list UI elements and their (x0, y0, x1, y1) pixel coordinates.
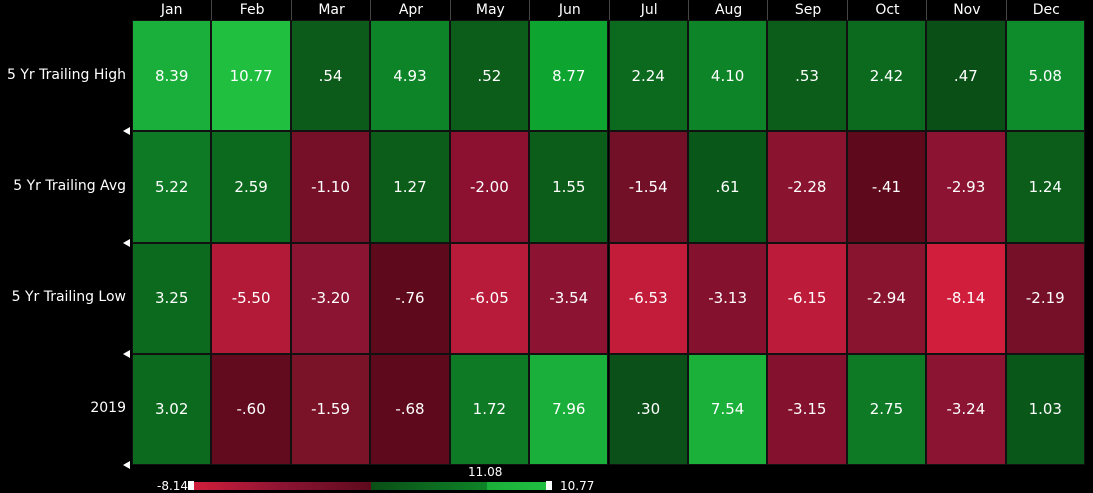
heatmap-cell: 2.75 (846, 353, 927, 465)
heatmap-cell: 7.54 (687, 353, 768, 465)
month-label-jul: Jul (608, 0, 689, 20)
month-label-sep: Sep (767, 0, 847, 20)
row-label: 5 Yr Trailing Avg (13, 177, 126, 194)
heatmap-cell: -1.59 (290, 353, 371, 465)
heatmap-cell: -3.54 (529, 242, 609, 354)
row-label: 5 Yr Trailing High (7, 66, 126, 83)
month-label-aug: Aug (687, 0, 768, 20)
row-tick-marker (123, 461, 130, 469)
month-label-jan: Jan (160, 2, 183, 18)
heatmap-cell: 3.02 (132, 353, 212, 465)
heatmap-cell: .61 (687, 131, 768, 243)
heatmap-cell: 3.25 (132, 242, 212, 354)
heatmap-cell: -.60 (211, 353, 291, 465)
heatmap-cell: -6.15 (767, 242, 847, 354)
heatmap-cell: .53 (767, 20, 847, 132)
heatmap-cell: 1.27 (370, 131, 450, 243)
heatmap-cell: 8.77 (529, 20, 609, 132)
color-legend: -8.14 11.08 10.77 (0, 465, 1093, 493)
month-label-jun: Jun (529, 0, 609, 20)
heatmap-cell: .54 (290, 20, 371, 132)
heatmap-grid: 8.39 10.77.54 4.93.52 8.77 2.24 4.10.53 2.42.4… (132, 20, 1085, 465)
heatmap-cell: -1.54 (608, 131, 688, 243)
heatmap-cell: -3.15 (767, 353, 847, 465)
heatmap-cell: 2.59 (211, 131, 291, 243)
heatmap-cell: -3.20 (290, 242, 371, 354)
heatmap-cell: -2.00 (449, 131, 530, 243)
month-header: Jan Feb Mar Apr May Jun Jul Aug Sep Oct Nov Dec (132, 0, 1085, 20)
heatmap-cell: 5.08 (1005, 20, 1085, 132)
heatmap-cell: -8.14 (926, 242, 1006, 354)
legend-high-bar (487, 482, 546, 490)
legend-range-label: 11.08 (468, 465, 503, 479)
heatmap-cell: -6.53 (608, 242, 688, 354)
row-label: 2019 (90, 400, 126, 417)
heatmap-cell: 1.55 (529, 131, 609, 243)
month-label-dec: Dec (1005, 0, 1086, 20)
heatmap-cell: -2.93 (926, 131, 1006, 243)
heatmap-cell: 1.24 (1005, 131, 1085, 243)
month-label-feb: Feb (211, 0, 291, 20)
month-label-apr: Apr (370, 0, 450, 20)
heatmap-cell: .52 (449, 20, 530, 132)
heatmap-cell: -2.94 (846, 242, 927, 354)
month-label-may: May (449, 0, 530, 20)
heatmap-cell: 10.77 (211, 20, 291, 132)
heatmap-cell: -6.05 (449, 242, 530, 354)
heatmap-cell: 7.96 (529, 353, 609, 465)
legend-min-label: -8.14 (157, 479, 189, 493)
heatmap-cell: 1.03 (1005, 353, 1085, 465)
heatmap-cell: -2.28 (767, 131, 847, 243)
heatmap-cell: -3.24 (926, 353, 1006, 465)
heatmap-cell: -.76 (370, 242, 450, 354)
month-label-mar: Mar (290, 0, 371, 20)
legend-max-marker (546, 481, 552, 490)
heatmap-cell: 1.72 (449, 353, 530, 465)
heatmap-cell: 8.39 (132, 20, 212, 132)
legend-max-label: 10.77 (560, 479, 595, 493)
month-label-nov: Nov (926, 0, 1006, 20)
legend-positive-bar (371, 482, 487, 490)
heatmap-cell: -5.50 (211, 242, 291, 354)
legend-negative-bar (194, 482, 371, 490)
heatmap-cell: -.41 (846, 131, 927, 243)
heatmap-cell: .47 (926, 20, 1006, 132)
month-label-oct: Oct (846, 0, 927, 20)
heatmap-cell: 5.22 (132, 131, 212, 243)
heatmap-cell: 2.24 (608, 20, 688, 132)
heatmap-cell: -.68 (370, 353, 450, 465)
heatmap-cell: -2.19 (1005, 242, 1085, 354)
legend-min-marker (188, 481, 194, 490)
row-label: 5 Yr Trailing Low (11, 289, 126, 306)
heatmap-cell: 2.42 (846, 20, 927, 132)
heatmap-cell: .30 (608, 353, 688, 465)
heatmap-cell: -3.13 (687, 242, 768, 354)
heatmap-cell: -1.10 (290, 131, 371, 243)
heatmap-cell: 4.10 (687, 20, 768, 132)
row-tick-marker (123, 349, 130, 358)
row-tick-marker (123, 127, 130, 136)
row-tick-marker (123, 238, 130, 247)
heatmap-cell: 4.93 (370, 20, 450, 132)
